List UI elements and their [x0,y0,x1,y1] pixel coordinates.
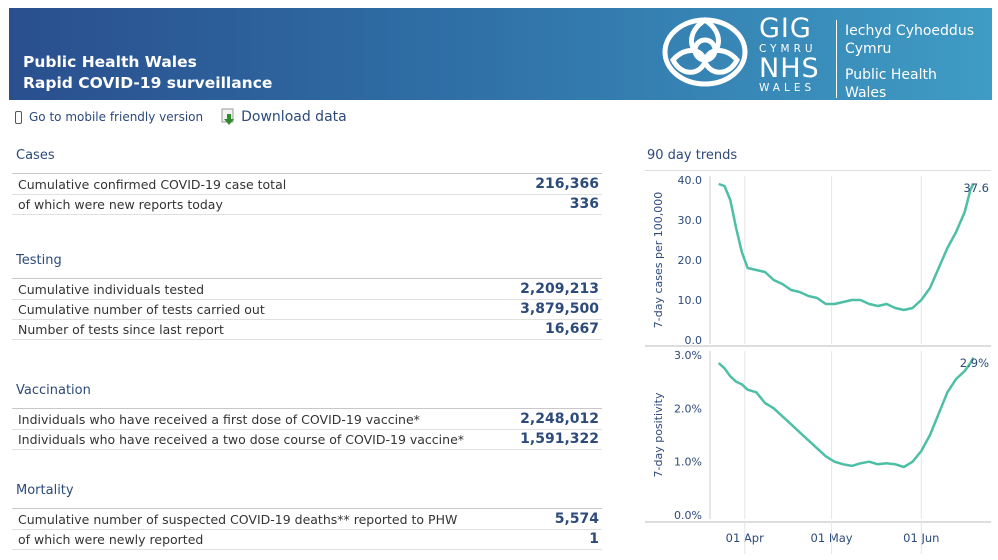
page-title-line1: Public Health Wales [23,53,197,71]
logo-gig-text: GIG [759,13,812,44]
row-value: 2,209,213 [520,281,599,297]
trend-line [717,357,975,469]
row-divider [12,429,602,430]
y-tick-label: 20.0 [678,254,703,267]
y-tick-label: 30.0 [678,214,703,227]
row-divider [12,339,602,340]
row-value: 5,574 [554,511,599,527]
logo-cymru-text: CYMRU [759,43,817,55]
row-divider [12,299,602,300]
table-row: Number of tests since last report 16,667 [18,319,602,339]
row-label: Individuals who have received a two dose… [18,431,465,447]
row-divider [12,529,602,530]
trend-line [718,182,975,312]
mortality-section-title: Mortality [16,483,74,498]
trend-charts: 0.0 10.0 20.0 30.0 40.0 7-day cases per 100,0… [645,170,991,554]
row-value: 336 [569,196,599,212]
row-divider [12,449,602,450]
logo-divider [836,20,837,98]
table-row: Individuals who have received a two dose… [18,429,602,449]
row-value: 16,667 [544,321,599,337]
logo-welsh-name: Iechyd Cyhoeddus Cymru [845,22,974,58]
download-data-link[interactable]: Download data [221,108,347,126]
y-tick-label: 10.0 [678,294,703,307]
row-label: Individuals who have received a first do… [18,411,420,427]
logo-welsh-line2: Cymru [845,41,892,57]
end-value-label: 37.6 [963,181,989,195]
row-value: 1,591,322 [520,431,599,447]
y-axis-label: 7-day cases per 100,000 [652,192,665,328]
end-value-label: 2.9% [960,356,989,370]
row-label: of which were new reports today [18,196,223,212]
row-divider [12,319,602,320]
logo-english-line2: Wales [845,85,887,101]
row-label: of which were newly reported [18,531,204,547]
row-divider [12,214,602,215]
row-value: 3,879,500 [520,301,599,317]
logo-nhs-text: NHS [759,53,820,84]
row-label: Number of tests since last report [18,321,224,337]
row-label: Cumulative individuals tested [18,281,205,297]
testing-divider [12,278,602,279]
page-title-line2: Rapid COVID-19 surveillance [23,74,273,92]
toolbar: Go to mobile friendly version Download d… [15,108,347,126]
cases-divider [12,173,602,174]
logo-wales-text: WALES [759,82,816,94]
mobile-phone-icon [15,110,22,124]
download-icon [221,108,235,125]
table-row: Cumulative number of tests carried out 3… [18,299,602,319]
y-tick-label: 0.0% [674,509,702,522]
y-tick-label: 1.0% [674,456,702,469]
row-value: 2,248,012 [520,411,599,427]
table-row: Cumulative number of suspected COVID-19 … [18,509,602,529]
nhs-wales-logo: GIG CYMRU NHS WALES [759,13,820,94]
table-row: Cumulative confirmed COVID-19 case total… [18,174,602,194]
mortality-divider [12,508,602,509]
row-label: Cumulative number of tests carried out [18,301,265,317]
row-label: Cumulative number of suspected COVID-19 … [18,511,458,527]
row-label: Cumulative confirmed COVID-19 case total [18,176,287,192]
row-value: 1 [589,531,599,547]
celtic-knot-logo-icon [662,16,748,87]
mobile-version-label: Go to mobile friendly version [29,110,204,124]
row-divider [12,194,602,195]
y-tick-label: 3.0% [674,349,702,362]
logo-english-name: Public Health Wales [845,66,937,102]
header-banner: Public Health Wales Rapid COVID-19 surve… [9,8,992,100]
testing-section-title: Testing [16,253,62,268]
mobile-version-link[interactable]: Go to mobile friendly version [15,110,203,124]
y-tick-label: 2.0% [674,402,702,415]
logo-welsh-line1: Iechyd Cyhoeddus [845,23,974,39]
table-row: of which were new reports today 336 [18,194,602,214]
page-title: Public Health Wales Rapid COVID-19 surve… [23,52,272,94]
row-value: 216,366 [535,176,599,192]
cases-section-title: Cases [16,148,55,163]
vaccination-section-title: Vaccination [16,383,91,398]
download-data-label: Download data [241,109,347,125]
table-row: Individuals who have received a first do… [18,409,602,429]
vaccination-divider [12,408,602,409]
logo-english-line1: Public Health [845,67,937,83]
y-tick-label: 40.0 [678,174,703,187]
y-axis-label: 7-day positivity [652,392,665,477]
table-row: of which were newly reported 1 [18,529,602,549]
trends-title: 90 day trends [647,148,738,163]
row-divider [12,549,602,550]
table-row: Cumulative individuals tested 2,209,213 [18,279,602,299]
y-tick-label: 0.0 [685,334,703,347]
